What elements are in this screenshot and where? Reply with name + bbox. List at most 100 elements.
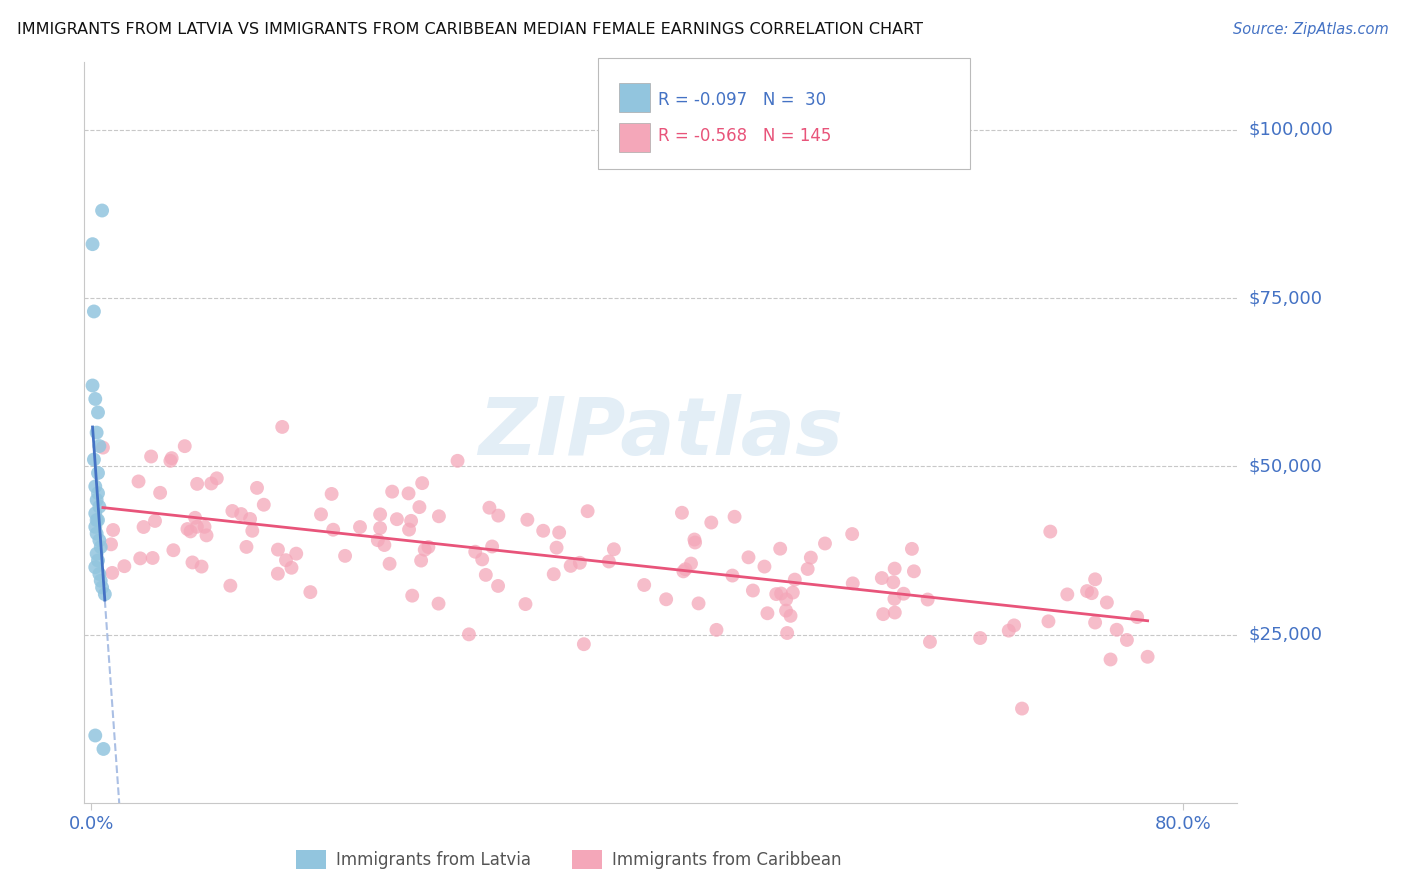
Text: $100,000: $100,000 <box>1249 120 1333 139</box>
Text: R = -0.097   N =  30: R = -0.097 N = 30 <box>658 91 827 109</box>
Point <box>969 631 991 645</box>
Point <box>173 439 195 453</box>
Point <box>84 729 107 743</box>
Point <box>408 500 430 514</box>
Point <box>83 452 105 467</box>
Point <box>893 587 915 601</box>
Point <box>200 476 222 491</box>
Point <box>235 540 257 554</box>
Point <box>398 486 420 500</box>
Point <box>516 513 538 527</box>
Point <box>1126 610 1149 624</box>
Point <box>723 509 745 524</box>
Point <box>322 523 344 537</box>
Point <box>754 559 776 574</box>
Point <box>84 520 107 534</box>
Point <box>83 304 105 318</box>
Point <box>89 500 111 514</box>
Point <box>89 566 111 581</box>
Point <box>239 512 262 526</box>
Point <box>90 574 112 588</box>
Point <box>253 498 276 512</box>
Point <box>1076 584 1098 599</box>
Point <box>997 624 1019 638</box>
Point <box>1056 587 1078 601</box>
Text: $25,000: $25,000 <box>1249 625 1323 643</box>
Point <box>87 466 110 480</box>
Point <box>515 597 537 611</box>
Point <box>1011 701 1033 715</box>
Point <box>87 486 110 500</box>
Point <box>84 560 107 574</box>
Text: $75,000: $75,000 <box>1249 289 1323 307</box>
Point <box>90 540 112 554</box>
Point <box>411 476 433 491</box>
Point <box>86 526 108 541</box>
Point <box>205 471 228 485</box>
Point <box>737 550 759 565</box>
Point <box>159 454 181 468</box>
Point <box>478 500 501 515</box>
Point <box>486 579 509 593</box>
Point <box>765 587 787 601</box>
Point <box>1080 586 1102 600</box>
Point <box>411 553 433 567</box>
Point <box>576 504 599 518</box>
Point <box>87 553 110 567</box>
Point <box>741 583 763 598</box>
Point <box>1039 524 1062 539</box>
Point <box>86 513 108 527</box>
Point <box>458 627 481 641</box>
Point <box>918 635 941 649</box>
Point <box>240 524 263 538</box>
Point <box>195 528 218 542</box>
Point <box>882 575 904 590</box>
Point <box>180 524 202 539</box>
Point <box>162 543 184 558</box>
Point <box>280 561 302 575</box>
Point <box>603 542 626 557</box>
Point <box>398 523 420 537</box>
Point <box>309 508 332 522</box>
Point <box>901 541 924 556</box>
Point <box>1095 595 1118 609</box>
Point <box>84 392 107 406</box>
Text: ZIPatlas: ZIPatlas <box>478 393 844 472</box>
Point <box>112 559 135 574</box>
Point <box>700 516 723 530</box>
Point <box>139 450 162 464</box>
Point <box>186 520 208 534</box>
Point <box>721 568 744 582</box>
Point <box>672 565 695 579</box>
Point <box>475 568 498 582</box>
Point <box>219 579 242 593</box>
Point <box>193 520 215 534</box>
Point <box>231 507 253 521</box>
Point <box>548 525 571 540</box>
Point <box>770 586 793 600</box>
Point <box>1002 618 1025 632</box>
Point <box>128 475 150 489</box>
Point <box>756 607 779 621</box>
Point <box>679 557 702 571</box>
Point <box>385 512 408 526</box>
Point <box>267 566 290 581</box>
Point <box>418 540 440 554</box>
Point <box>91 581 114 595</box>
Point <box>87 405 110 419</box>
Point <box>368 521 391 535</box>
Point <box>842 576 865 591</box>
Text: R = -0.568   N = 145: R = -0.568 N = 145 <box>658 127 831 145</box>
Point <box>368 508 391 522</box>
Point <box>367 533 389 548</box>
Point <box>413 542 436 557</box>
Point <box>160 451 183 466</box>
Point <box>176 522 198 536</box>
Point <box>86 492 108 507</box>
Point <box>401 589 423 603</box>
Point <box>299 585 322 599</box>
Point <box>1136 649 1159 664</box>
Point <box>94 587 117 601</box>
Point <box>186 476 208 491</box>
Point <box>776 626 799 640</box>
